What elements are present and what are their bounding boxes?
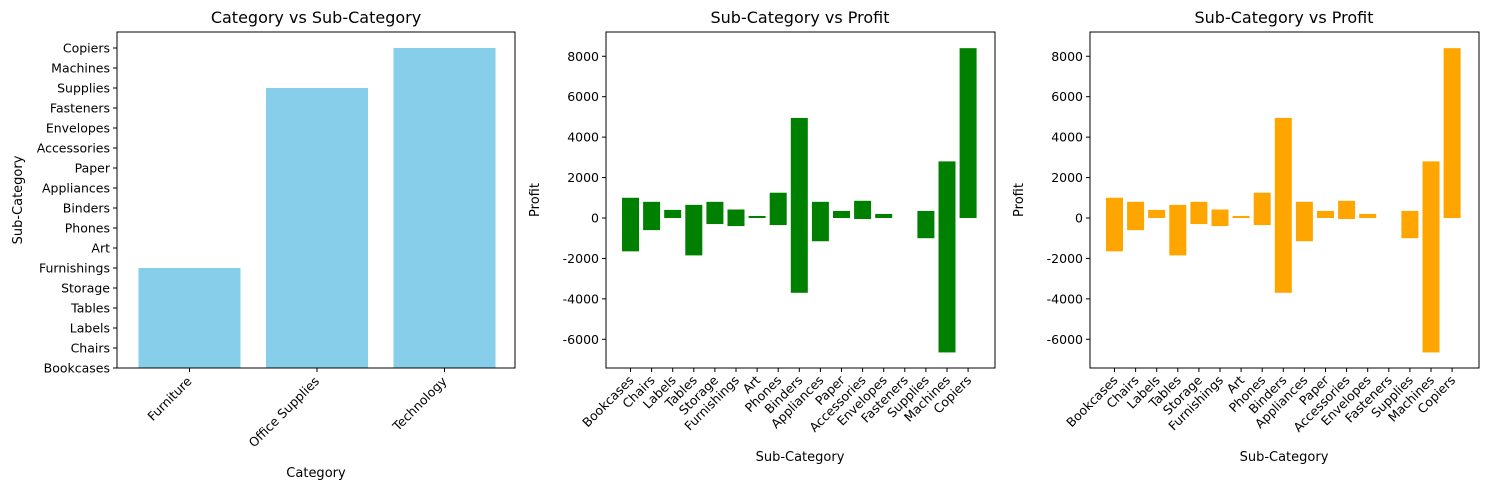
- chart2-frame: [605, 31, 996, 369]
- y-tick-label-chairs: Chairs: [71, 341, 110, 356]
- y-tick-label-paper: Paper: [75, 161, 111, 176]
- y-tick-label-furnishings: Furnishings: [39, 261, 110, 276]
- bar-storage: [1190, 201, 1208, 225]
- y-tick-label-fasteners: Fasteners: [50, 101, 110, 116]
- bar-copiers: [959, 48, 977, 218]
- y-tick-label: -4000: [563, 291, 599, 306]
- y-tick-label: 2000: [1051, 170, 1083, 185]
- bar-storage: [706, 201, 724, 225]
- y-tick-label: 4000: [567, 130, 599, 145]
- y-tick-label: 6000: [567, 89, 599, 104]
- bar-binders: [1274, 117, 1292, 293]
- chart-subcategory-vs-profit-orange: Sub-Category vs Profit Sub-Category Prof…: [1012, 8, 1480, 465]
- y-tick-label: -2000: [563, 251, 599, 266]
- y-tick-label: -2000: [1047, 251, 1083, 266]
- bar-paper: [833, 210, 850, 218]
- chart3-xlabel: Sub-Category: [1240, 450, 1329, 465]
- y-tick-label-appliances: Appliances: [42, 181, 110, 196]
- bar-machines: [1422, 161, 1440, 353]
- y-tick-label-binders: Binders: [63, 201, 110, 216]
- bar-envelopes: [1359, 213, 1377, 218]
- y-tick-label: 2000: [567, 170, 599, 185]
- y-tick-label: 8000: [1051, 49, 1083, 64]
- y-tick-label-labels: Labels: [70, 321, 110, 336]
- bar-labels: [664, 209, 682, 218]
- chart3-ylabel: Profit: [1012, 183, 1027, 217]
- bar-bookcases: [622, 197, 639, 252]
- bar-furniture: [138, 268, 241, 368]
- x-tick-label-office-supplies: Office Supplies: [246, 374, 323, 451]
- y-tick-label: 0: [1075, 210, 1083, 225]
- y-tick-label-envelopes: Envelopes: [46, 121, 110, 136]
- bar-office-supplies: [266, 88, 368, 368]
- bar-art: [1232, 215, 1250, 218]
- bar-chairs: [1127, 201, 1145, 231]
- bar-machines: [938, 161, 956, 353]
- bar-phones: [769, 192, 787, 226]
- bar-appliances: [811, 201, 829, 242]
- chart2-title: Sub-Category vs Profit: [710, 8, 889, 27]
- bar-tables: [1169, 204, 1187, 256]
- bar-supplies: [1401, 210, 1419, 239]
- chart-category-vs-subcategory: Category vs Sub-Category Category Sub-Ca…: [11, 8, 516, 481]
- bar-technology: [393, 48, 496, 368]
- y-tick-label: -6000: [1047, 332, 1083, 347]
- y-tick-label-accessories: Accessories: [37, 141, 110, 156]
- y-tick-label-art: Art: [91, 241, 110, 256]
- y-tick-label-tables: Tables: [70, 301, 110, 316]
- chart1-title: Category vs Sub-Category: [211, 8, 421, 27]
- y-tick-label: 6000: [1051, 89, 1083, 104]
- chart1-ylabel: Sub-Category: [11, 155, 26, 244]
- bar-art: [748, 215, 766, 218]
- y-tick-label: 4000: [1051, 130, 1083, 145]
- y-tick-label-copiers: Copiers: [63, 41, 110, 56]
- chart2-xlabel: Sub-Category: [756, 450, 845, 465]
- chart3-frame: [1089, 31, 1480, 369]
- y-tick-label-supplies: Supplies: [57, 81, 110, 96]
- chart-subcategory-vs-profit-green: Sub-Category vs Profit Sub-Category Prof…: [528, 8, 996, 465]
- bar-paper: [1317, 210, 1334, 218]
- chart1-frame: [116, 31, 516, 369]
- bar-furnishings: [1211, 209, 1229, 227]
- bar-labels: [1148, 209, 1166, 218]
- y-tick-label-machines: Machines: [51, 61, 110, 76]
- chart1-xlabel: Category: [286, 466, 346, 481]
- bar-accessories: [854, 200, 872, 220]
- y-tick-label-storage: Storage: [61, 281, 110, 296]
- bar-copiers: [1443, 48, 1461, 218]
- bar-envelopes: [875, 213, 893, 218]
- chart2-ylabel: Profit: [528, 183, 543, 217]
- bar-appliances: [1295, 201, 1313, 242]
- bar-accessories: [1338, 200, 1356, 220]
- y-tick-label: -6000: [563, 332, 599, 347]
- bar-supplies: [917, 210, 935, 239]
- y-tick-label: -4000: [1047, 291, 1083, 306]
- y-tick-label: 8000: [567, 49, 599, 64]
- bar-furnishings: [727, 209, 745, 227]
- chart3-title: Sub-Category vs Profit: [1194, 8, 1373, 27]
- bar-phones: [1253, 192, 1271, 226]
- y-tick-label-phones: Phones: [65, 221, 110, 236]
- bar-binders: [790, 117, 808, 293]
- x-tick-label-furniture: Furniture: [144, 373, 195, 424]
- x-tick-label-technology: Technology: [389, 373, 450, 434]
- bar-bookcases: [1106, 197, 1123, 252]
- bar-chairs: [643, 201, 661, 231]
- y-tick-label: 0: [591, 210, 599, 225]
- bar-tables: [685, 204, 703, 256]
- y-tick-label-bookcases: Bookcases: [44, 361, 110, 376]
